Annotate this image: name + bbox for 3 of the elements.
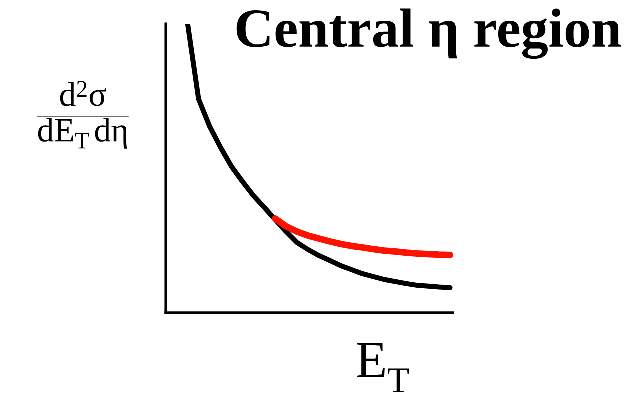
chart-title: Central η region <box>236 8 622 60</box>
y-axis-title: $\frac{\mathrm{d^{2}σ}}{\mathrm{dE_{T}\,dη}}$ <box>37 81 129 149</box>
x-axis-title: E$_{T}$ <box>357 343 410 393</box>
